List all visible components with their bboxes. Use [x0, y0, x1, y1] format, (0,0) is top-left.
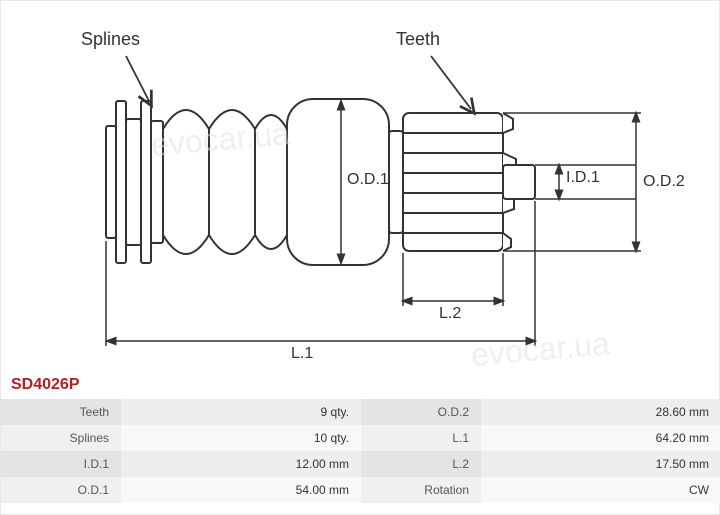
spec-label: O.D.1	[1, 477, 121, 503]
spec-value: 17.50 mm	[481, 451, 720, 477]
splines-callout: Splines	[81, 29, 140, 50]
spec-label: I.D.1	[1, 451, 121, 477]
spec-value: 9 qty.	[121, 399, 361, 425]
spec-label: Rotation	[361, 477, 481, 503]
spec-label: Teeth	[1, 399, 121, 425]
spec-value: 12.00 mm	[121, 451, 361, 477]
teeth-callout: Teeth	[396, 29, 440, 50]
spec-label: L.1	[361, 425, 481, 451]
spec-label: Splines	[1, 425, 121, 451]
l2-label: L.2	[439, 305, 461, 323]
spec-value: 64.20 mm	[481, 425, 720, 451]
l1-label: L.1	[291, 345, 313, 363]
spec-table: Teeth9 qty.O.D.228.60 mmSplines10 qty.L.…	[1, 399, 720, 503]
technical-diagram: Splines Teeth O.D.1 I.D.1 O.D.2 L.2 L.1 …	[1, 1, 719, 371]
spec-value: 54.00 mm	[121, 477, 361, 503]
spec-value: CW	[481, 477, 720, 503]
table-row: O.D.154.00 mmRotationCW	[1, 477, 720, 503]
od1-label: O.D.1	[347, 171, 389, 189]
spec-label: L.2	[361, 451, 481, 477]
table-row: Teeth9 qty.O.D.228.60 mm	[1, 399, 720, 425]
id1-label: I.D.1	[566, 169, 600, 187]
table-row: Splines10 qty.L.164.20 mm	[1, 425, 720, 451]
spec-label: O.D.2	[361, 399, 481, 425]
table-row: I.D.112.00 mmL.217.50 mm	[1, 451, 720, 477]
part-number: SD4026P	[11, 376, 80, 394]
od2-label: O.D.2	[643, 173, 685, 191]
spec-value: 10 qty.	[121, 425, 361, 451]
spec-value: 28.60 mm	[481, 399, 720, 425]
